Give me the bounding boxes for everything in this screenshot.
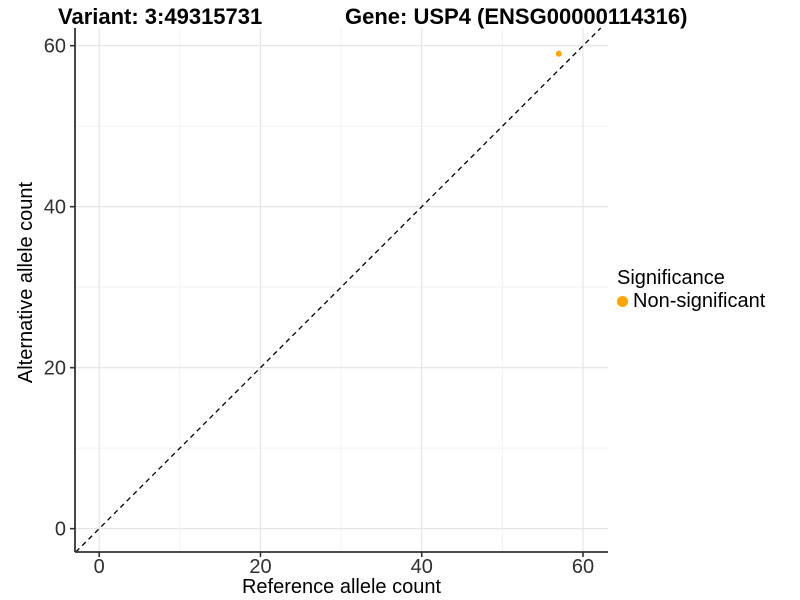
identity-reference-line	[75, 27, 602, 553]
x-tick-label: 0	[94, 556, 105, 578]
y-tick-label: 40	[44, 197, 66, 219]
legend-item-non-significant: Non-significant	[617, 290, 765, 313]
x-axis-title: Reference allele count	[241, 576, 441, 598]
y-axis-title-box: Alternative allele count	[14, 20, 40, 544]
y-tick-label: 20	[44, 358, 66, 380]
legend-title: Significance	[617, 267, 725, 289]
legend-item-label: Non-significant	[633, 290, 766, 312]
y-tick-label: 60	[44, 36, 66, 58]
y-axis-title: Alternative allele count	[15, 181, 38, 383]
gene-title: Gene: USP4 (ENSG00000114316)	[345, 4, 688, 29]
x-tick-label: 20	[249, 556, 271, 578]
x-tick-label: 40	[411, 556, 433, 578]
y-tick-label: 0	[55, 519, 66, 541]
x-tick-label: 60	[572, 556, 594, 578]
variant-title: Variant: 3:49315731	[58, 4, 263, 29]
legend-point-swatch	[617, 296, 628, 307]
legend: Significance Non-significant	[617, 267, 765, 313]
data-point	[555, 50, 562, 57]
